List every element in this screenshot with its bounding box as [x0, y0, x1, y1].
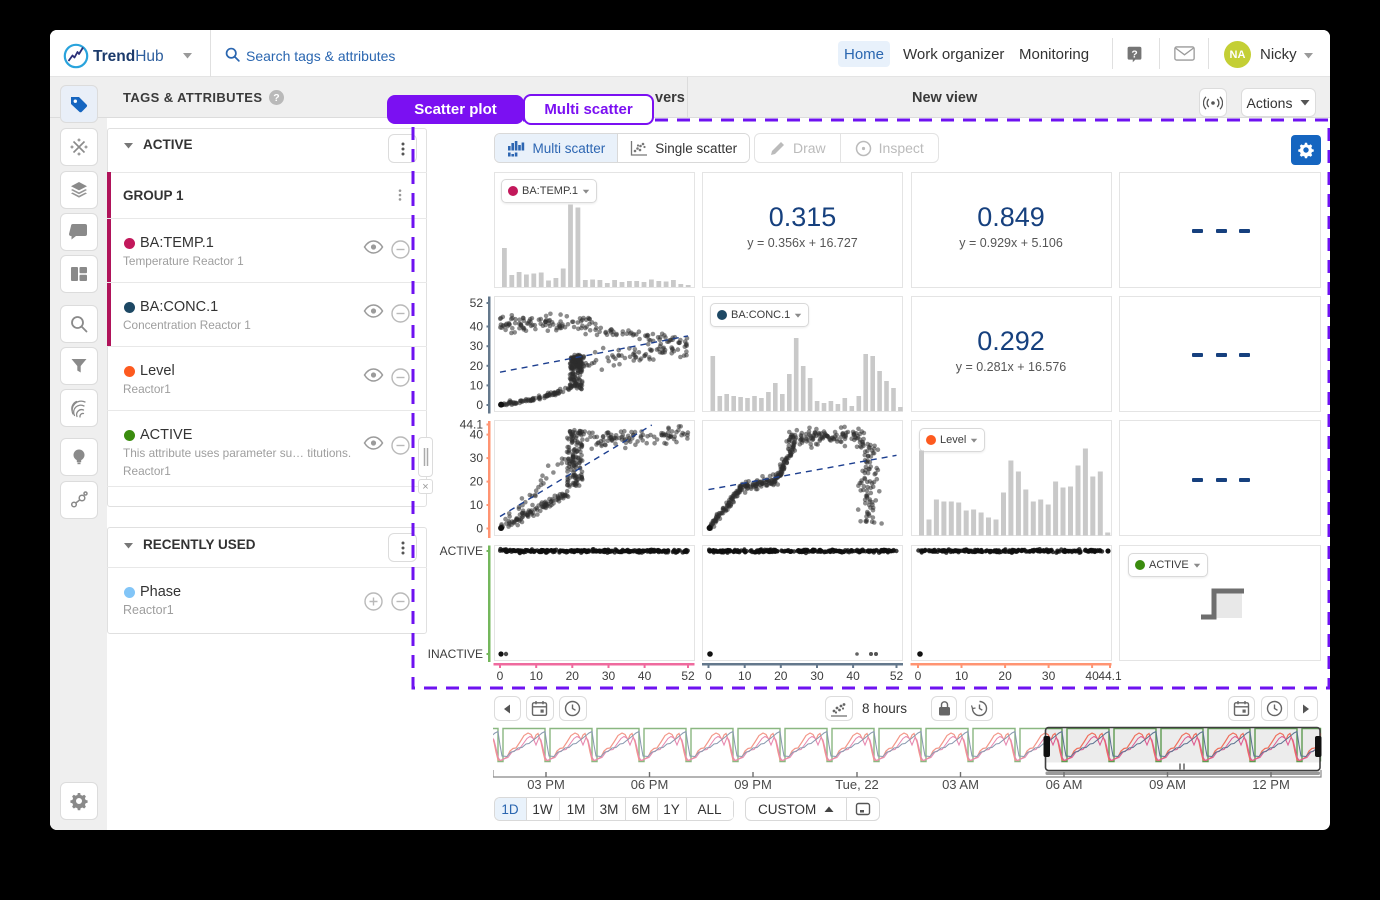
- svg-text:30: 30: [810, 669, 824, 683]
- svg-text:40: 40: [470, 320, 484, 334]
- svg-text:30: 30: [470, 339, 484, 353]
- svg-text:40: 40: [638, 669, 652, 683]
- svg-text:52: 52: [470, 296, 484, 310]
- svg-text:Tue, 22: Tue, 22: [835, 777, 879, 792]
- svg-text:0: 0: [705, 669, 712, 683]
- svg-text:40: 40: [846, 669, 860, 683]
- svg-text:06 AM: 06 AM: [1046, 777, 1083, 792]
- svg-text:52: 52: [890, 669, 904, 683]
- svg-text:10: 10: [470, 378, 484, 392]
- svg-text:09 PM: 09 PM: [734, 777, 772, 792]
- svg-text:44.1: 44.1: [1098, 669, 1122, 683]
- svg-text:40: 40: [470, 428, 484, 442]
- svg-text:ACTIVE: ACTIVE: [440, 544, 483, 558]
- svg-text:?: ?: [1131, 50, 1137, 61]
- svg-text:10: 10: [470, 498, 484, 512]
- svg-text:0: 0: [915, 669, 922, 683]
- svg-text:20: 20: [998, 669, 1012, 683]
- svg-text:52: 52: [681, 669, 695, 683]
- svg-text:40: 40: [1085, 669, 1099, 683]
- svg-text:09 AM: 09 AM: [1149, 777, 1186, 792]
- svg-text:30: 30: [602, 669, 616, 683]
- svg-text:03 AM: 03 AM: [942, 777, 979, 792]
- svg-text:0: 0: [476, 398, 483, 412]
- svg-text:20: 20: [774, 669, 788, 683]
- svg-text:03 PM: 03 PM: [527, 777, 565, 792]
- svg-text:20: 20: [566, 669, 580, 683]
- svg-text:20: 20: [470, 475, 484, 489]
- svg-text:10: 10: [530, 669, 544, 683]
- svg-text:12 PM: 12 PM: [1252, 777, 1290, 792]
- svg-text:20: 20: [470, 359, 484, 373]
- svg-text:0: 0: [476, 522, 483, 536]
- svg-text:30: 30: [470, 451, 484, 465]
- svg-text:10: 10: [738, 669, 752, 683]
- svg-text:INACTIVE: INACTIVE: [428, 647, 483, 661]
- svg-text:10: 10: [955, 669, 969, 683]
- svg-text:0: 0: [497, 669, 504, 683]
- svg-text:30: 30: [1042, 669, 1056, 683]
- svg-text:06 PM: 06 PM: [631, 777, 669, 792]
- svg-text:44.1: 44.1: [460, 418, 484, 432]
